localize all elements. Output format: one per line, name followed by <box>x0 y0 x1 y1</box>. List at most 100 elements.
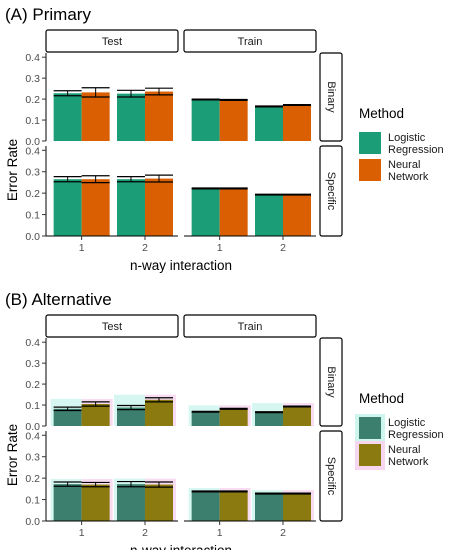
bar-neural <box>145 484 173 521</box>
y-tick-label: 0.0 <box>25 421 40 433</box>
chart-title: (A) Primary <box>5 5 91 24</box>
facet-strip-train <box>183 29 317 53</box>
bar-logistic <box>191 188 220 236</box>
legend-key-neural <box>359 159 381 181</box>
x-axis-label: n-way interaction <box>130 543 232 550</box>
y-tick-label: 0.2 <box>25 188 40 200</box>
legend-label-line: Neural <box>388 444 420 456</box>
bar-logistic <box>53 484 82 521</box>
y-tick-label: 0.0 <box>25 136 40 148</box>
x-tick-label: 1 <box>217 242 223 254</box>
legend-label-line: Network <box>388 456 429 468</box>
bar-neural <box>283 406 311 426</box>
y-tick-label: 0.4 <box>25 52 40 64</box>
facet-label-train: Train <box>238 321 263 333</box>
facet-label-test: Test <box>102 36 122 48</box>
y-tick-label: 0.1 <box>25 495 40 507</box>
facet-label-test: Test <box>102 321 122 333</box>
facet-label-specific: Specific <box>325 172 337 211</box>
x-tick-label: 1 <box>79 242 85 254</box>
facet-strip-test <box>45 29 179 53</box>
legend-label-line: Logistic <box>388 417 426 429</box>
bar-logistic <box>255 194 283 236</box>
y-tick-label: 0.2 <box>25 379 40 391</box>
x-tick-label: 1 <box>79 527 85 539</box>
y-tick-label: 0.1 <box>25 210 40 222</box>
facet-label-binary: Binary <box>325 81 337 113</box>
facet-label-specific: Specific <box>325 457 337 496</box>
y-axis-label: Error Rate <box>5 139 20 201</box>
bar-neural <box>145 399 173 426</box>
x-tick-label: 2 <box>142 527 148 539</box>
facet-label-binary: Binary <box>325 366 337 398</box>
bar-neural <box>81 404 110 426</box>
facet-strip-specific <box>319 430 343 522</box>
y-tick-label: 0.3 <box>25 167 40 179</box>
facet-strip-train <box>183 314 317 338</box>
legend-title: Method <box>359 106 404 121</box>
y-tick-label: 0.1 <box>25 400 40 412</box>
bar-neural <box>81 484 110 521</box>
x-tick-label: 2 <box>280 527 286 539</box>
y-tick-label: 0.4 <box>25 145 40 157</box>
bar-logistic <box>117 179 145 236</box>
chart-title: (B) Alternative <box>5 290 112 309</box>
bar-logistic <box>255 106 283 141</box>
legend-title: Method <box>359 391 404 406</box>
bar-logistic <box>117 407 145 426</box>
bar-neural <box>219 491 248 521</box>
legend-label-line: Regression <box>388 144 444 156</box>
bar-logistic <box>255 493 283 521</box>
y-tick-label: 0.2 <box>25 473 40 485</box>
x-tick-label: 2 <box>280 242 286 254</box>
bar-neural <box>81 179 110 236</box>
y-tick-label: 0.1 <box>25 115 40 127</box>
legend-label-line: Neural <box>388 159 420 171</box>
x-tick-label: 2 <box>142 242 148 254</box>
legend-label-logistic: Logistic Regression <box>388 417 444 441</box>
bar-logistic <box>53 179 82 236</box>
bar-neural <box>219 408 248 426</box>
legend-key-logistic <box>359 132 381 154</box>
bar-neural <box>283 104 311 141</box>
y-tick-label: 0.4 <box>25 337 40 349</box>
x-tick-label: 1 <box>217 527 223 539</box>
legend-label-neural: Neural Network <box>388 444 429 468</box>
facet-strip-specific <box>319 145 343 237</box>
bar-logistic <box>191 99 220 141</box>
y-tick-label: 0.4 <box>25 430 40 442</box>
y-tick-label: 0.2 <box>25 94 40 106</box>
legend-key-neural <box>359 444 381 466</box>
bar-logistic <box>117 93 145 141</box>
facet-strip-binary <box>319 52 343 142</box>
facet-strip-binary <box>319 337 343 427</box>
bar-logistic <box>53 93 82 141</box>
y-tick-label: 0.3 <box>25 358 40 370</box>
bar-neural <box>219 99 248 141</box>
bar-neural <box>145 178 173 236</box>
bar-logistic <box>53 408 82 426</box>
legend-label-line: Logistic <box>388 132 426 144</box>
y-tick-label: 0.3 <box>25 73 40 85</box>
legend-label-line: Network <box>388 171 429 183</box>
bar-neural <box>81 92 110 141</box>
legend-key-logistic <box>359 417 381 439</box>
bar-logistic <box>255 412 283 426</box>
legend-label-line: Regression <box>388 429 444 441</box>
bar-neural <box>283 493 311 521</box>
y-tick-label: 0.0 <box>25 516 40 528</box>
facet-strip-test <box>45 314 179 338</box>
legend-label-neural: Neural Network <box>388 159 429 183</box>
bar-neural <box>145 91 173 141</box>
bar-logistic <box>191 411 220 426</box>
legend-label-logistic: Logistic Regression <box>388 132 444 156</box>
bar-logistic <box>191 491 220 521</box>
bar-logistic <box>117 484 145 521</box>
facet-label-train: Train <box>238 36 263 48</box>
x-axis-label: n-way interaction <box>130 258 232 273</box>
bar-neural <box>283 194 311 236</box>
y-tick-label: 0.3 <box>25 452 40 464</box>
y-tick-label: 0.0 <box>25 231 40 243</box>
bar-neural <box>219 188 248 236</box>
